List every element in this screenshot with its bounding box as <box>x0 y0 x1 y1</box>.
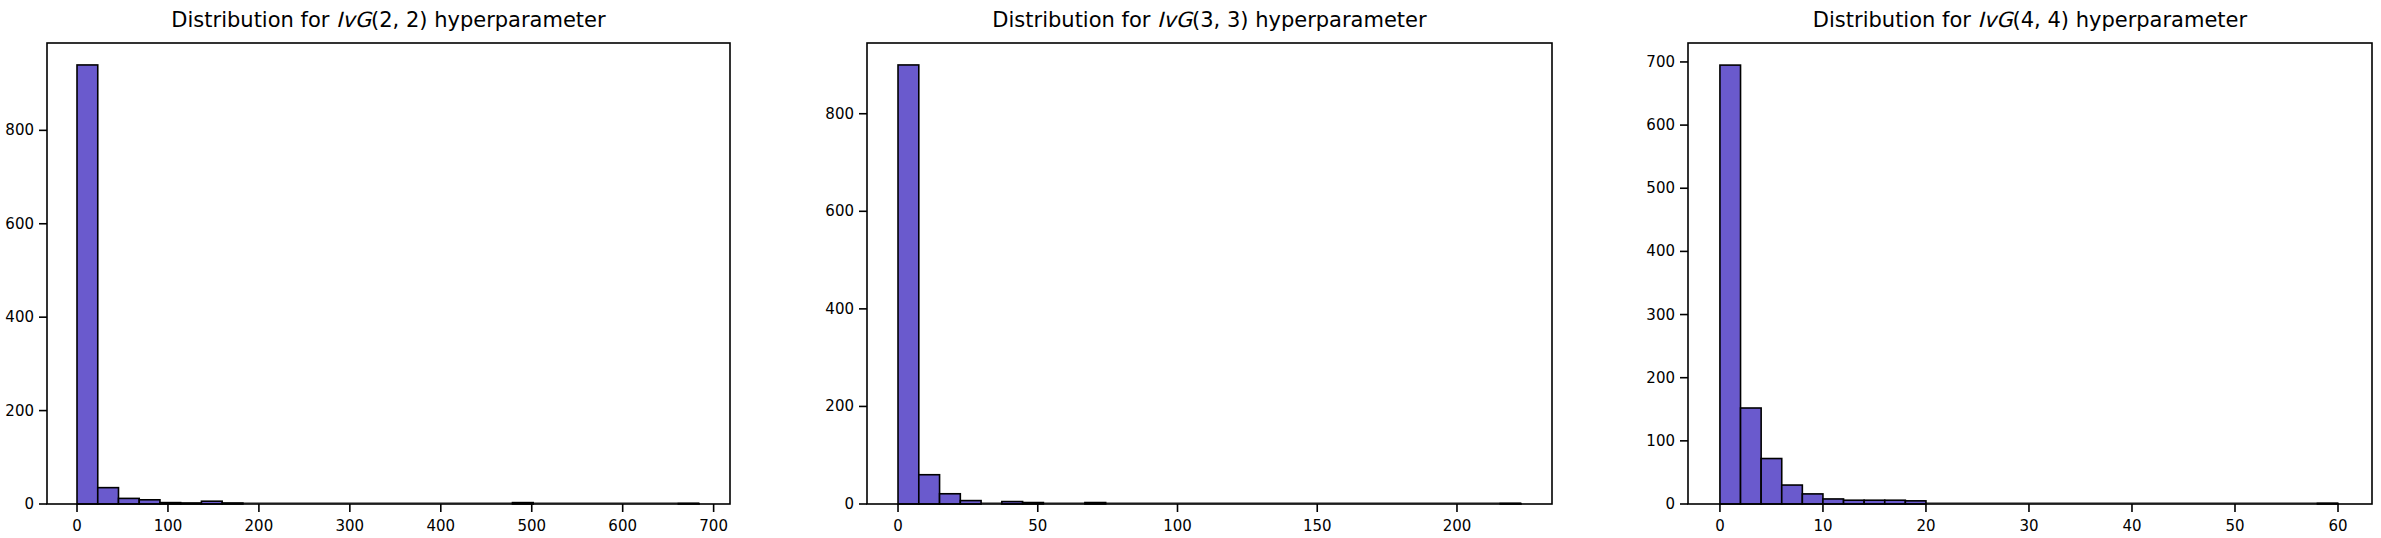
histogram-bar <box>898 65 919 504</box>
y-tick-label: 800 <box>5 121 34 139</box>
histogram-bar <box>940 494 961 504</box>
x-tick-label: 0 <box>893 517 903 535</box>
histogram-plot: 0 100 200 300 400 500 600 700 0 10 20 30 40 50 60 <box>1587 0 2381 538</box>
x-tick-label: 200 <box>245 517 274 535</box>
histogram-bar <box>1802 494 1823 504</box>
x-tick-label: 10 <box>1813 517 1832 535</box>
plot-border <box>867 43 1552 504</box>
y-tick-label: 200 <box>825 397 854 415</box>
histogram-plot: 0 200 400 600 800 0 100 200 300 400 500 600 700 <box>0 0 794 538</box>
y-tick-label: 400 <box>5 308 34 326</box>
histogram-bar <box>118 498 139 504</box>
x-tick-label: 600 <box>608 517 637 535</box>
y-tick-label: 200 <box>5 402 34 420</box>
y-tick-label: 600 <box>5 215 34 233</box>
x-tick-label: 200 <box>1443 517 1472 535</box>
y-tick-label: 600 <box>1646 116 1675 134</box>
x-tick-label: 100 <box>1163 517 1192 535</box>
x-tick-label: 30 <box>2019 517 2038 535</box>
x-tick-label: 40 <box>2122 517 2141 535</box>
y-tick-label: 600 <box>825 202 854 220</box>
y-tick-label: 0 <box>844 495 854 513</box>
x-tick-label: 400 <box>426 517 455 535</box>
subplot-ivg-3-3: Distribution for IvG(3, 3) hyperparamete… <box>794 0 1587 538</box>
x-tick-label: 300 <box>336 517 365 535</box>
figure-canvas: Distribution for IvG(2, 2) hyperparamete… <box>0 0 2381 538</box>
histogram-bar <box>919 475 940 504</box>
x-tick-label: 100 <box>154 517 183 535</box>
y-tick-label: 200 <box>1646 369 1675 387</box>
x-tick-label: 150 <box>1303 517 1332 535</box>
histogram-bar <box>77 65 98 504</box>
x-tick-label: 60 <box>2328 517 2347 535</box>
x-tick-label: 0 <box>72 517 82 535</box>
x-tick-label: 700 <box>699 517 728 535</box>
y-tick-label: 800 <box>825 105 854 123</box>
y-tick-label: 0 <box>24 495 34 513</box>
x-tick-label: 50 <box>1028 517 1047 535</box>
histogram-bar <box>1782 485 1803 504</box>
x-tick-label: 0 <box>1715 517 1725 535</box>
plot-border <box>47 43 730 504</box>
histogram-bar <box>98 488 119 504</box>
histogram-bar <box>1761 459 1782 504</box>
x-tick-label: 20 <box>1916 517 1935 535</box>
y-tick-label: 400 <box>825 300 854 318</box>
histogram-bar <box>1741 408 1762 504</box>
x-tick-label: 50 <box>2225 517 2244 535</box>
plot-border <box>1688 43 2372 504</box>
y-tick-label: 100 <box>1646 432 1675 450</box>
y-tick-label: 500 <box>1646 179 1675 197</box>
y-tick-label: 0 <box>1665 495 1675 513</box>
y-tick-label: 400 <box>1646 242 1675 260</box>
x-tick-label: 500 <box>517 517 546 535</box>
y-tick-label: 700 <box>1646 53 1675 71</box>
histogram-plot: 0 200 400 600 800 0 50 100 150 200 <box>794 0 1587 538</box>
histogram-bar <box>1720 65 1741 504</box>
subplot-ivg-2-2: Distribution for IvG(2, 2) hyperparamete… <box>0 0 794 538</box>
subplot-ivg-4-4: Distribution for IvG(4, 4) hyperparamete… <box>1587 0 2381 538</box>
y-tick-label: 300 <box>1646 306 1675 324</box>
